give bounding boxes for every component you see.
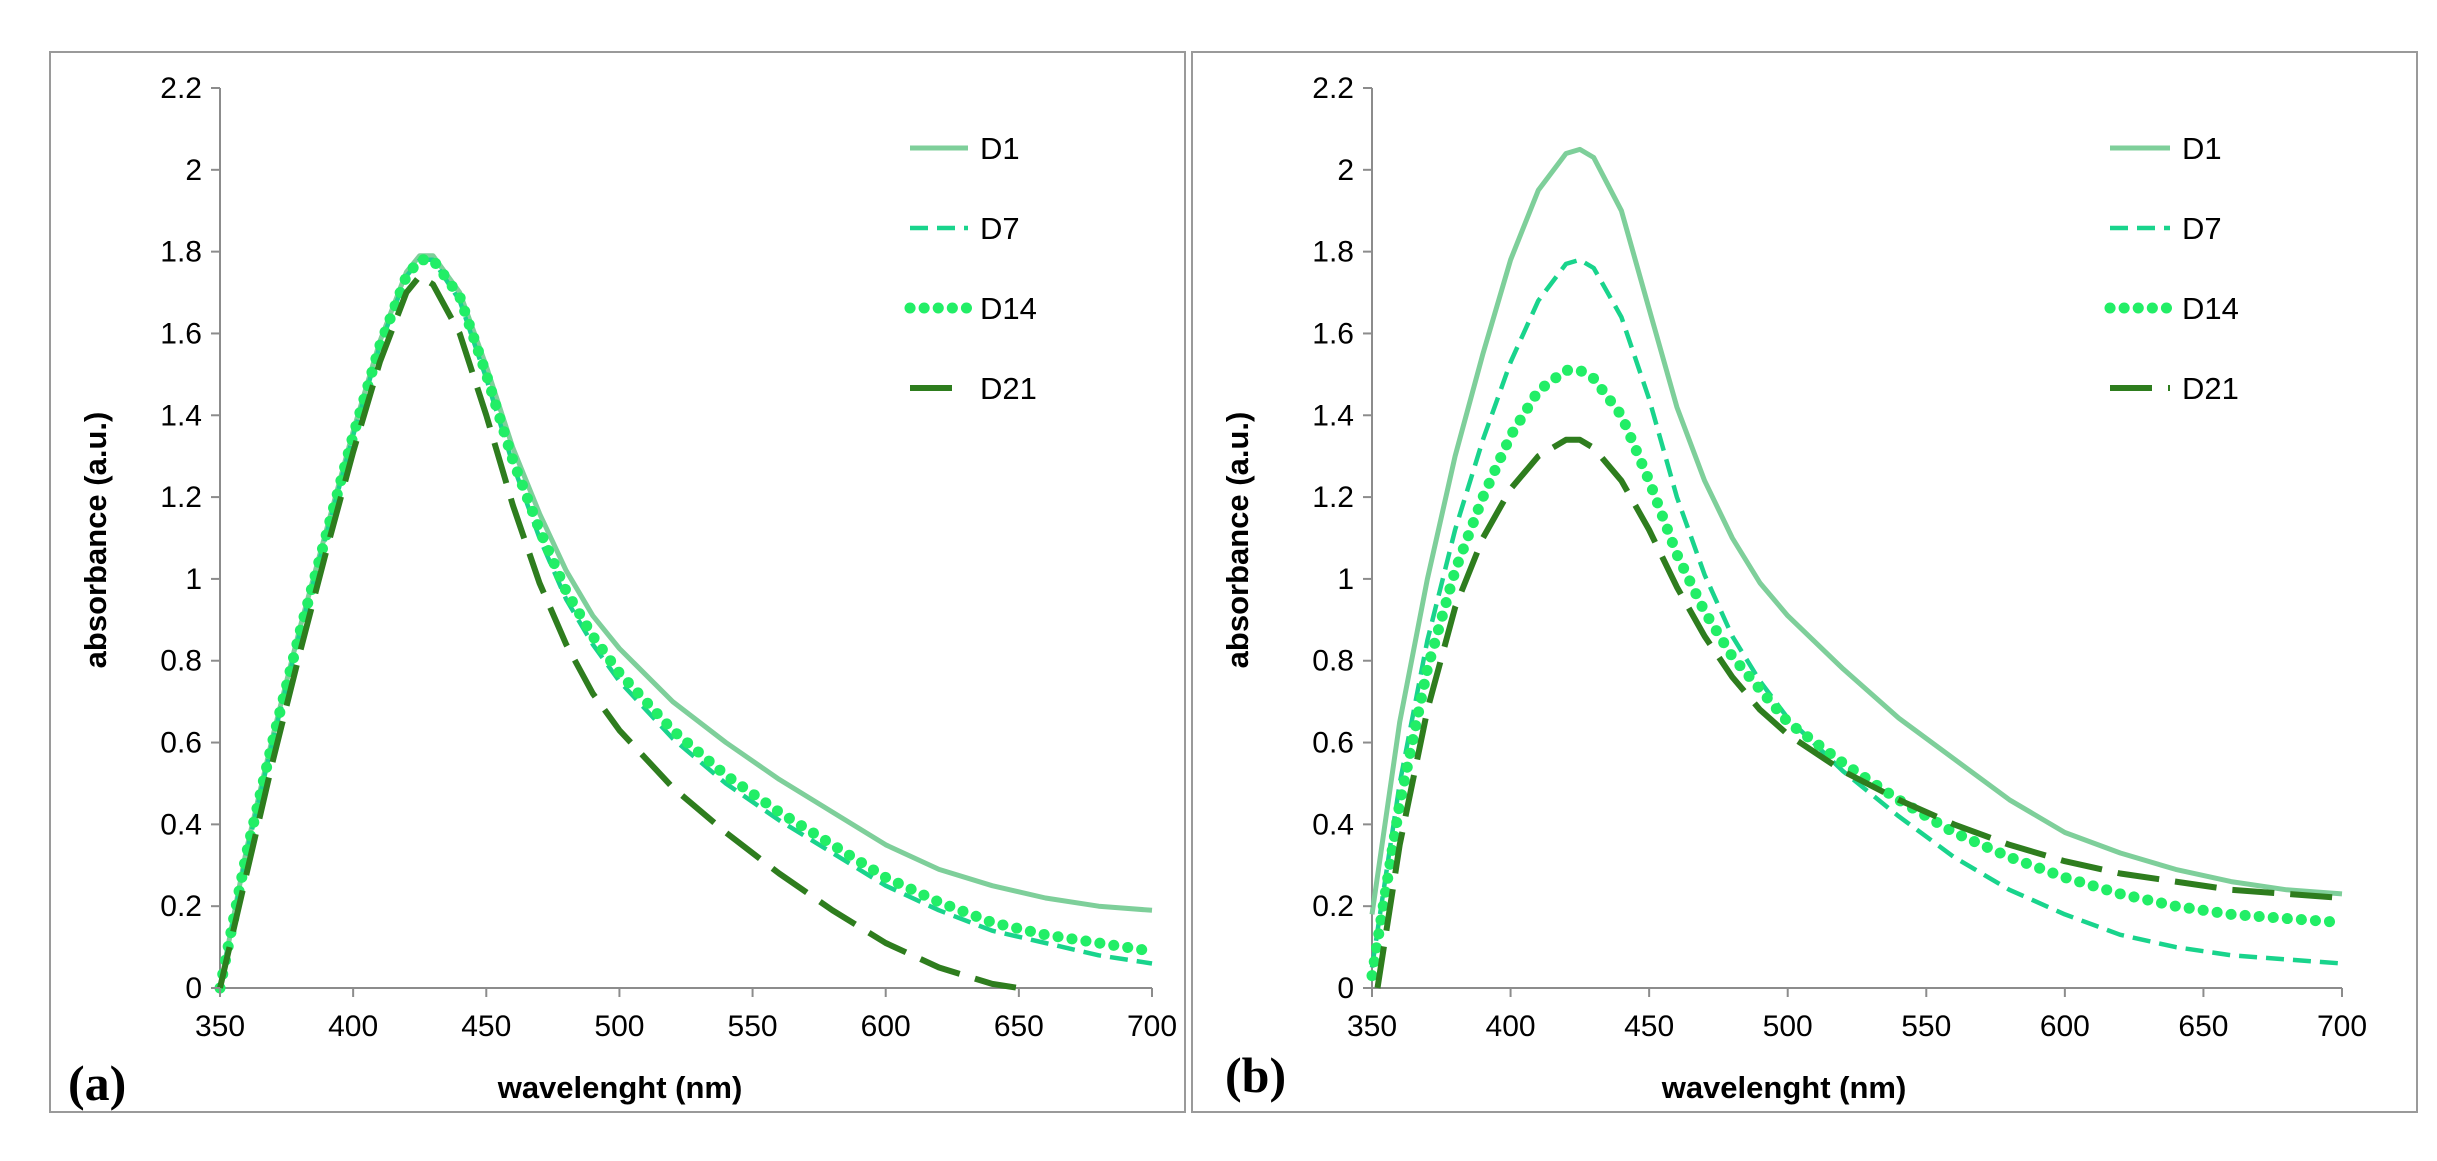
panel-b-y-ticks: 0 0.2 0.4 0.6 0.8 1 1.2 1.4 1.6 1.8 2 2.2 — [1312, 72, 1372, 1005]
panel-b-y-tick-label: 0.2 — [1312, 890, 1354, 923]
panel-a-y-tick-label: 2 — [185, 154, 202, 187]
panel-a-x-tick-label: 650 — [994, 1010, 1044, 1043]
panel-a-series-d7-line — [217, 257, 1153, 989]
panel-a-y-tick-label: 1.8 — [160, 236, 202, 269]
panel-a-y-tick-label: 0 — [185, 972, 202, 1005]
panel-a-y-tick-label: 1.6 — [160, 317, 202, 350]
panel-b-y-tick-label: 2 — [1337, 154, 1354, 187]
panel-a-x-tick-label: 600 — [861, 1010, 911, 1043]
panel-a-x-tick-label: 550 — [728, 1010, 778, 1043]
panel-a-y-tick-label: 2.2 — [160, 72, 202, 105]
panel-b-y-tick-label: 0.4 — [1312, 808, 1354, 841]
panel-b-legend-label-d7: D7 — [2182, 211, 2222, 246]
panel-a-series-d21-line — [217, 273, 1020, 991]
panel-a-y-tick-label: 1 — [185, 563, 202, 596]
panel-a-x-tick-label: 350 — [195, 1010, 245, 1043]
panel-b-y-tick-label: 1 — [1337, 563, 1354, 596]
panel-b-x-tick-label: 500 — [1763, 1010, 1813, 1043]
panel-a-y-ticks: 0 0.2 0.4 0.6 0.8 1 1.2 1.4 1.6 1.8 2 2.2 — [160, 72, 220, 1005]
panel-b-series-d14-line — [1366, 364, 2348, 982]
panel-a-y-tick-label: 0.6 — [160, 727, 202, 760]
panel-b-y-tick-label: 1.4 — [1312, 399, 1354, 432]
panel-b-x-axis-title: wavelenght (nm) — [1661, 1070, 1907, 1105]
panel-b-x-tick-label: 350 — [1347, 1010, 1397, 1043]
panel-a-axes — [219, 88, 1152, 989]
panel-b-y-tick-label: 1.6 — [1312, 317, 1354, 350]
panel-b-legend-label-d21: D21 — [2182, 371, 2239, 406]
panel-b-y-tick-label: 0 — [1337, 972, 1354, 1005]
panel-a: 350 400 450 500 550 600 650 700 0 0.2 0.4 0.6 0.8 1 1… — [68, 72, 1177, 1111]
panel-b-frame — [1191, 51, 2418, 1113]
panel-b-y-axis-title: absorbance (a.u.) — [1220, 412, 1255, 669]
panel-a-y-tick-label: 0.4 — [160, 808, 202, 841]
panel-b-x-tick-label: 550 — [1901, 1010, 1951, 1043]
panel-b-series — [1366, 146, 2348, 989]
panel-a-series-d1-line — [217, 253, 1153, 989]
panel-b-series-d1-line — [1369, 146, 2343, 915]
panel-b-series-d7-line — [1369, 257, 2343, 968]
panel-b-y-tick-label: 1.2 — [1312, 481, 1354, 514]
panel-a-legend: D1 D7 D14 D21 — [904, 131, 1037, 406]
panel-b-y-tick-label: 2.2 — [1312, 72, 1354, 105]
panel-b-x-tick-label: 400 — [1486, 1010, 1536, 1043]
panel-a-label: (a) — [68, 1055, 126, 1111]
panel-b-y-tick-label: 0.8 — [1312, 645, 1354, 678]
panel-b-x-ticks: 350 400 450 500 550 600 650 700 — [1347, 988, 2367, 1043]
panel-a-y-tick-label: 1.2 — [160, 481, 202, 514]
panel-b-series-d21-line — [1374, 436, 2343, 989]
panel-a-y-tick-label: 1.4 — [160, 399, 202, 432]
panel-a-x-ticks: 350 400 450 500 550 600 650 700 — [195, 988, 1177, 1043]
panel-a-x-tick-label: 500 — [594, 1010, 644, 1043]
panel-a-legend-label-d14: D14 — [980, 291, 1037, 326]
panel-b-x-tick-label: 700 — [2317, 1010, 2367, 1043]
panel-a-y-tick-label: 0.8 — [160, 645, 202, 678]
panel-a-x-axis-title: wavelenght (nm) — [497, 1070, 743, 1105]
panel-a-legend-label-d7: D7 — [980, 211, 1020, 246]
panel-a-x-tick-label: 400 — [328, 1010, 378, 1043]
panel-b-legend-label-d1: D1 — [2182, 131, 2222, 166]
panel-a-frame — [49, 51, 1186, 1113]
panel-b-axes — [1371, 88, 2342, 989]
panel-b-x-tick-label: 600 — [2040, 1010, 2090, 1043]
panel-a-x-tick-label: 700 — [1127, 1010, 1177, 1043]
panel-a-series — [214, 253, 1158, 994]
panel-b-legend-label-d14: D14 — [2182, 291, 2239, 326]
panel-b-y-tick-label: 1.8 — [1312, 236, 1354, 269]
panel-a-legend-label-d21: D21 — [980, 371, 1037, 406]
panel-a-legend-label-d1: D1 — [980, 131, 1020, 166]
panel-b: 350 400 450 500 550 600 650 700 0 0.2 0.4 0.6 0.8 1 1… — [1220, 72, 2367, 1105]
panel-b-legend: D1 D7 D14 D21 — [2104, 131, 2239, 406]
panel-a-x-tick-label: 450 — [461, 1010, 511, 1043]
panel-b-x-tick-label: 650 — [2178, 1010, 2228, 1043]
panel-a-y-axis-title: absorbance (a.u.) — [78, 412, 113, 669]
panel-b-label: (b) — [1225, 1047, 1286, 1103]
panel-b-y-tick-label: 0.6 — [1312, 727, 1354, 760]
panel-a-series-d14-line — [214, 254, 1158, 994]
panel-b-x-tick-label: 450 — [1624, 1010, 1674, 1043]
panel-a-y-tick-label: 0.2 — [160, 890, 202, 923]
